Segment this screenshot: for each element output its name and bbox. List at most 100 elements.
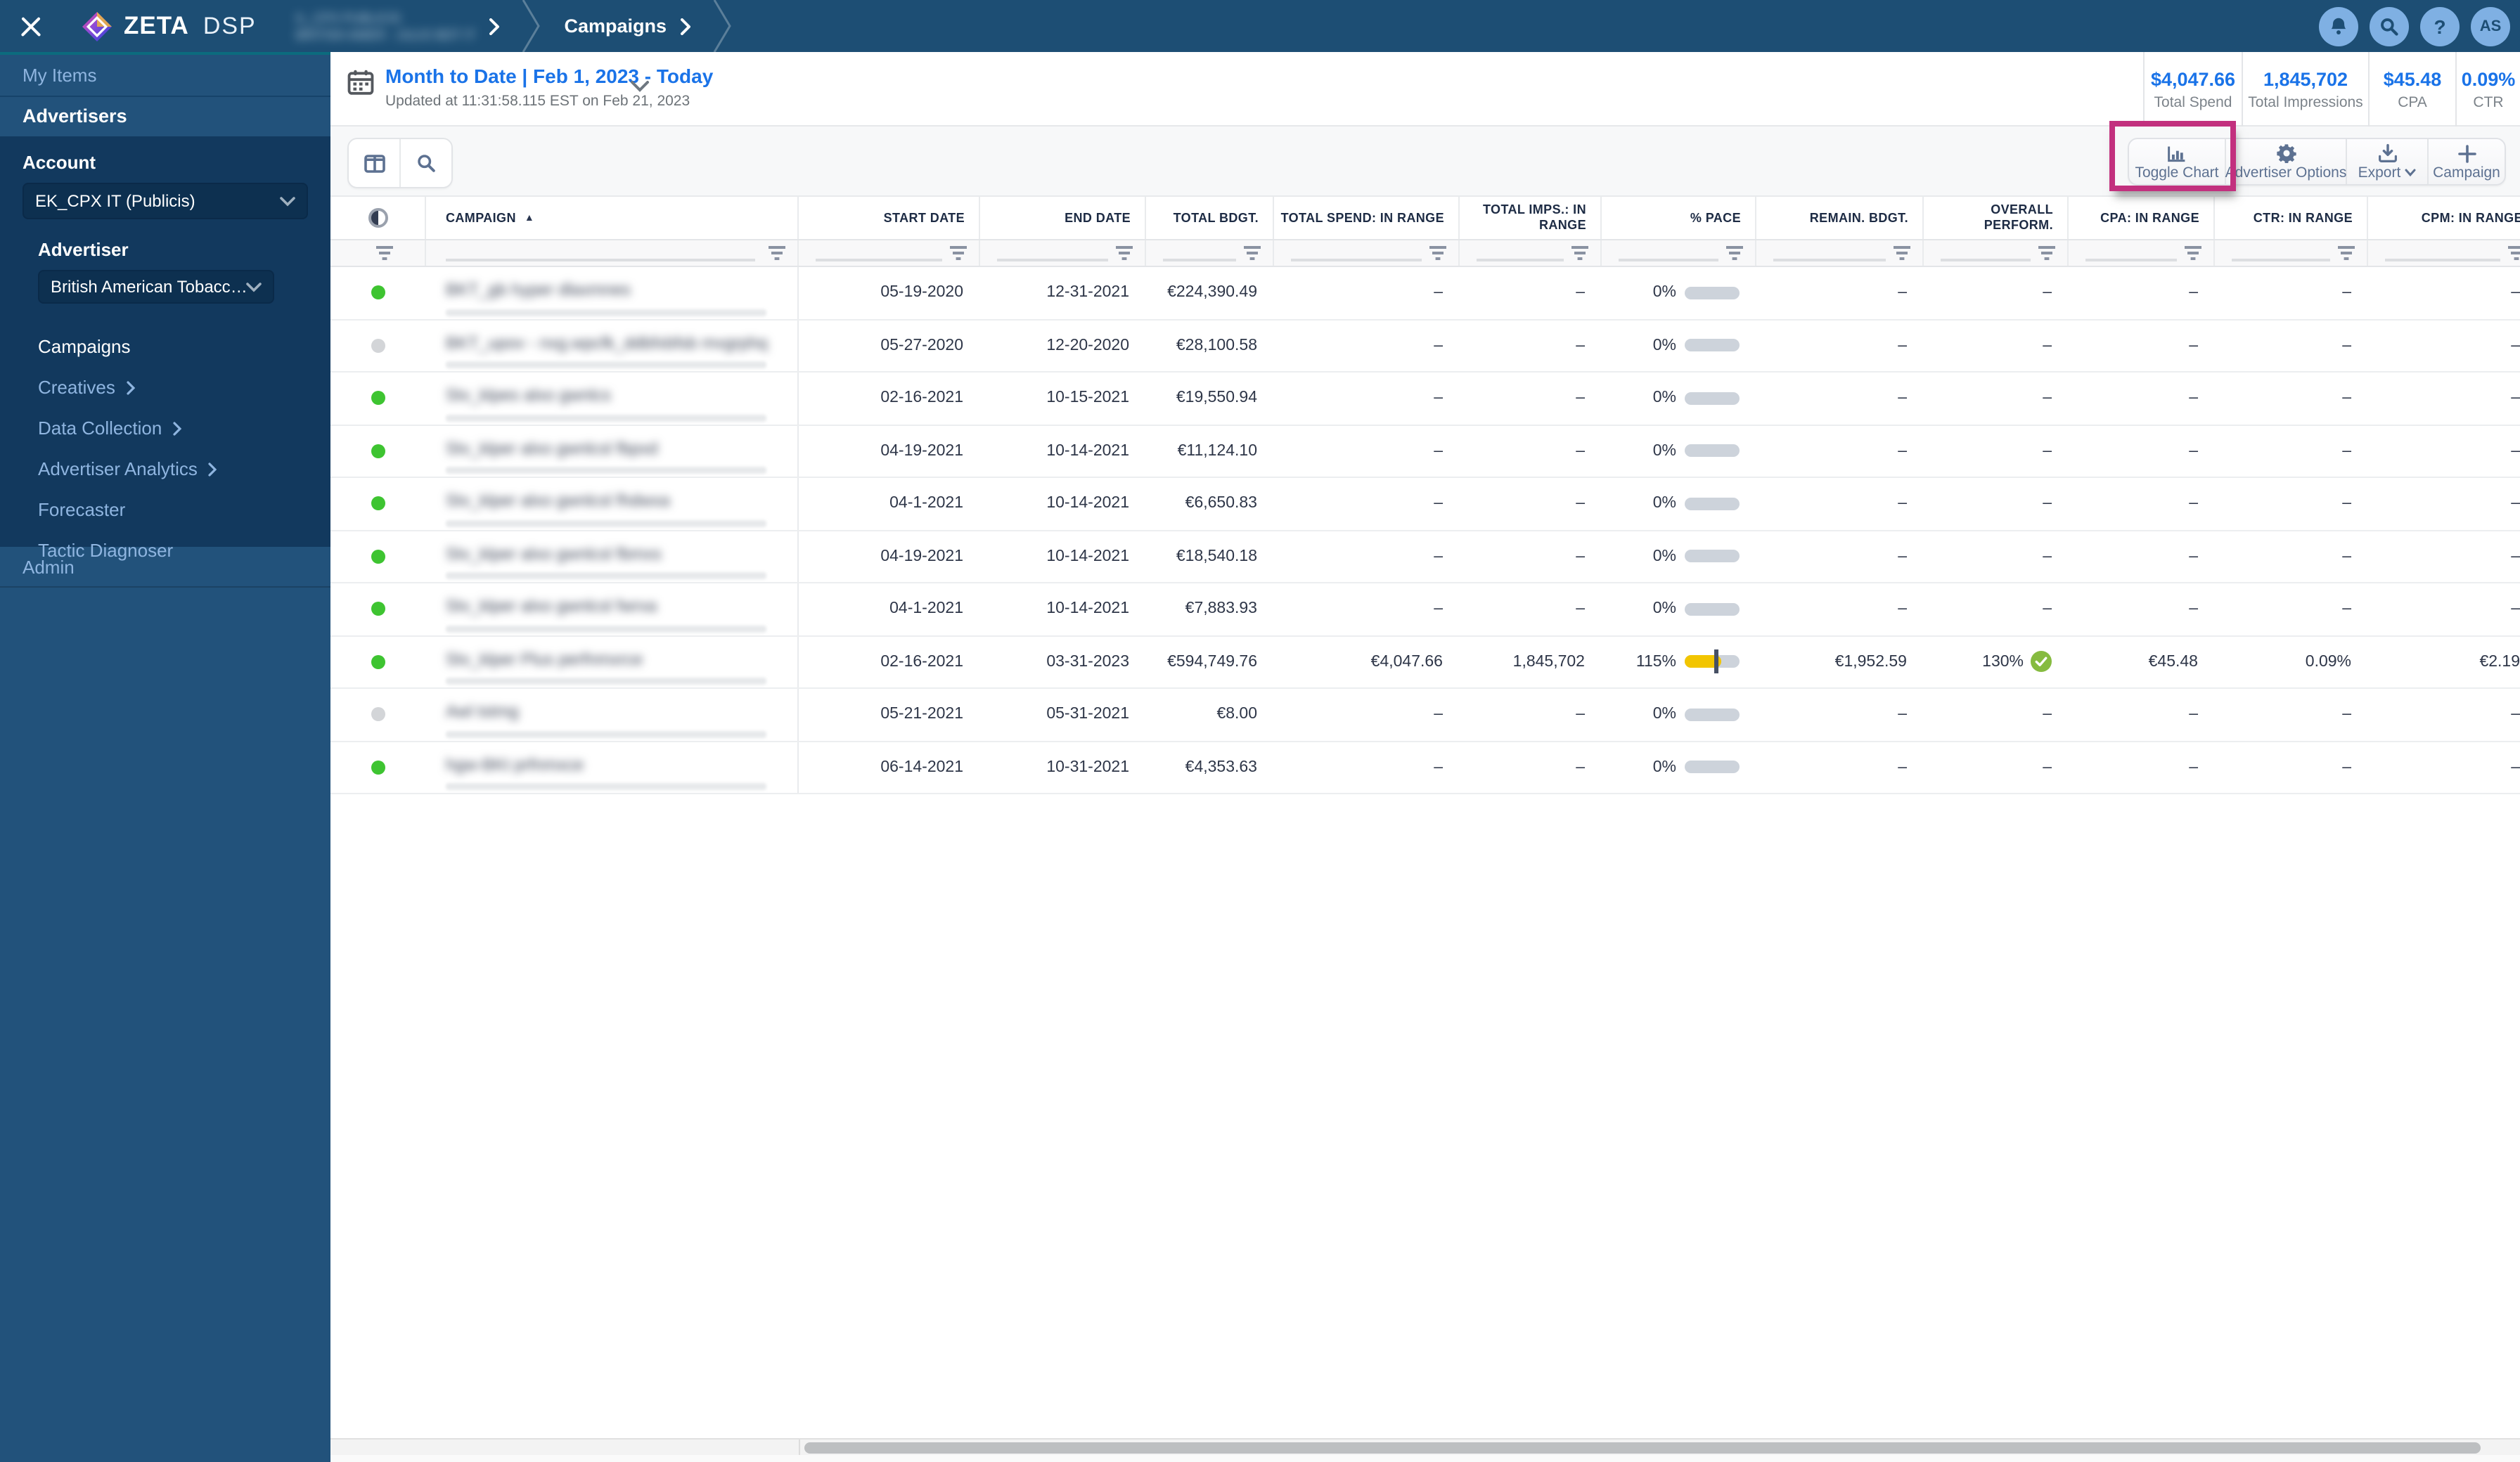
zeta-logo-icon[interactable] — [82, 11, 112, 41]
add-campaign-button[interactable]: Campaign — [2429, 139, 2505, 184]
table-row[interactable]: Stv_klper alxo gwnlcsl fhdwxa 04-1-2021 … — [330, 478, 2520, 531]
filter-cell[interactable] — [2215, 240, 2368, 266]
table-row[interactable]: Stv_klper Plus perfnmxrce 02-16-2021 03-… — [330, 636, 2520, 689]
filter-icon[interactable] — [768, 246, 786, 261]
filter-cell[interactable] — [2069, 240, 2215, 266]
notifications-bell-icon[interactable] — [2319, 6, 2358, 46]
filter-cell[interactable] — [799, 240, 980, 266]
account-select[interactable]: EK_CPX IT (Publicis) — [22, 183, 308, 219]
sidebar-item-advertiser-analytics[interactable]: Advertiser Analytics — [38, 448, 308, 489]
filter-icon[interactable] — [2038, 246, 2056, 261]
column-header-total-spend[interactable]: TOTAL SPEND: IN RANGE — [1274, 197, 1460, 239]
filter-icon[interactable] — [2184, 246, 2202, 261]
filter-cell[interactable] — [1274, 240, 1460, 266]
filter-icon[interactable] — [949, 246, 968, 261]
filter-cell[interactable] — [1460, 240, 1602, 266]
column-header-status[interactable] — [330, 197, 426, 239]
filter-icon[interactable] — [1725, 246, 1744, 261]
export-button[interactable]: Export — [2347, 139, 2429, 184]
breadcrumb-campaigns[interactable]: Campaigns — [564, 15, 667, 37]
sidebar-item-creatives[interactable]: Creatives — [38, 367, 308, 408]
date-range-link[interactable]: Month to Date | Feb 1, 2023 - Today — [385, 65, 714, 87]
filter-cell[interactable] — [1756, 240, 1924, 266]
campaign-name-link[interactable]: BKT_upov - nxg.wpcfk_ddbfxbfsb mvgrphq — [446, 332, 768, 353]
filter-input-underline[interactable] — [1773, 259, 1886, 261]
filter-input-underline[interactable] — [1477, 259, 1564, 261]
column-header-total-imps[interactable]: TOTAL IMPS.: IN RANGE — [1460, 197, 1602, 239]
campaign-name-link[interactable]: Stv_klper alxo gwnlcsl fbmxs — [446, 543, 662, 564]
column-header-overall-performance[interactable]: OVERALL PERFORM. — [1924, 197, 2069, 239]
filter-cell[interactable] — [1924, 240, 2069, 266]
table-row[interactable]: Awl tstmg 05-21-2021 05-31-2021 €8.00 – … — [330, 689, 2520, 742]
filter-input-underline[interactable] — [1163, 259, 1236, 261]
horizontal-scrollbar[interactable] — [330, 1438, 2520, 1455]
sidebar-item-my-items[interactable]: My Items — [0, 55, 330, 96]
filter-cell[interactable] — [1602, 240, 1756, 266]
filter-cell[interactable] — [2368, 240, 2520, 266]
filter-cell[interactable] — [426, 240, 799, 266]
close-icon[interactable] — [20, 15, 42, 37]
table-row[interactable]: hgw-BKt prfnmxce 06-14-2021 10-31-2021 €… — [330, 742, 2520, 794]
sidebar-item-advertisers[interactable]: Advertisers — [22, 105, 127, 127]
breadcrumb-redacted[interactable]: IL_CPX PUBLICIS BRITISH AMER - JULIO BDT… — [295, 11, 476, 41]
search-icon[interactable] — [401, 139, 451, 187]
sidebar-item-data-collection[interactable]: Data Collection — [38, 408, 308, 448]
filter-input-underline[interactable] — [2385, 259, 2500, 261]
scrollbar-thumb[interactable] — [804, 1442, 2481, 1454]
table-row[interactable]: Stv_klper alxo gwnlcsl fbmxs 04-19-2021 … — [330, 531, 2520, 583]
table-row[interactable]: BKT_gb hyper dlaxmnes 05-19-2020 12-31-2… — [330, 267, 2520, 320]
filter-input-underline[interactable] — [997, 259, 1108, 261]
chevron-down-icon[interactable] — [630, 80, 650, 93]
sidebar-item-admin[interactable]: Admin — [0, 547, 330, 588]
sidebar-item-tactic-diagnoser[interactable]: Tactic Diagnoser — [38, 540, 174, 561]
table-row[interactable]: Stv_klper alxo gwnlcsl fwrxa 04-1-2021 1… — [330, 583, 2520, 636]
campaign-name-link[interactable]: Awl tstmg — [446, 701, 519, 722]
filter-input-underline[interactable] — [816, 259, 942, 261]
filter-input-underline[interactable] — [1619, 259, 1718, 261]
filter-icon[interactable] — [375, 246, 394, 261]
column-header-end-date[interactable]: END DATE — [980, 197, 1146, 239]
search-icon[interactable] — [2370, 6, 2409, 46]
table-row[interactable]: Stv_klpes alxo gwnlcs 02-16-2021 10-15-2… — [330, 373, 2520, 425]
column-header-start-date[interactable]: START DATE — [799, 197, 980, 239]
filter-input-underline[interactable] — [446, 259, 755, 261]
sidebar-item-forecaster[interactable]: Forecaster — [38, 499, 126, 520]
campaign-name-link[interactable]: Stv_klper alxo gwnlcsl fwrxa — [446, 596, 657, 616]
column-header-campaign[interactable]: CAMPAIGN ▲ — [426, 197, 799, 239]
toggle-chart-button[interactable]: Toggle Chart — [2129, 139, 2226, 184]
filter-icon[interactable] — [1893, 246, 1911, 261]
column-header-ctr[interactable]: CTR: IN RANGE — [2215, 197, 2368, 239]
table-row[interactable]: BKT_upov - nxg.wpcfk_ddbfxbfsb mvgrphq 0… — [330, 320, 2520, 373]
filter-icon[interactable] — [1571, 246, 1589, 261]
filter-icon[interactable] — [2507, 246, 2520, 261]
column-header-pace[interactable]: % PACE — [1602, 197, 1756, 239]
help-icon[interactable]: ? — [2420, 6, 2460, 46]
filter-cell[interactable] — [1146, 240, 1274, 266]
campaign-name-link[interactable]: Stv_klper Plus perfnmxrce — [446, 649, 643, 669]
campaign-name-link[interactable]: hgw-BKt prfnmxce — [446, 754, 584, 775]
advertiser-options-button[interactable]: Advertiser Options — [2225, 139, 2347, 184]
campaign-name-link[interactable]: Stv_klper alxo gwnlcsl fbpxd — [446, 438, 658, 458]
chevron-right-icon[interactable] — [681, 18, 691, 34]
filter-icon[interactable] — [1243, 246, 1261, 261]
filter-cell[interactable] — [330, 240, 426, 266]
sidebar-item-campaigns[interactable]: Campaigns — [38, 336, 131, 357]
column-header-cpa[interactable]: CPA: IN RANGE — [2069, 197, 2215, 239]
filter-icon[interactable] — [1115, 246, 1133, 261]
advertiser-select[interactable]: British American Tobacco B... — [38, 270, 274, 304]
filter-icon[interactable] — [1429, 246, 1447, 261]
filter-input-underline[interactable] — [2085, 259, 2177, 261]
filter-input-underline[interactable] — [2232, 259, 2330, 261]
filter-input-underline[interactable] — [1291, 259, 1422, 261]
campaign-name-link[interactable]: Stv_klpes alxo gwnlcs — [446, 385, 611, 406]
campaign-name-link[interactable]: BKT_gb hyper dlaxmnes — [446, 280, 631, 300]
campaign-name-link[interactable]: Stv_klper alxo gwnlcsl fhdwxa — [446, 491, 670, 511]
column-header-cpm[interactable]: CPM: IN RANGE — [2421, 210, 2520, 224]
column-header-remaining-budget[interactable]: REMAIN. BDGT. — [1756, 197, 1924, 239]
column-header-total-budget[interactable]: TOTAL BDGT. — [1146, 197, 1274, 239]
avatar[interactable]: AS — [2471, 6, 2510, 46]
filter-cell[interactable] — [980, 240, 1146, 266]
filter-icon[interactable] — [2337, 246, 2355, 261]
table-row[interactable]: Stv_klper alxo gwnlcsl fbpxd 04-19-2021 … — [330, 425, 2520, 478]
filter-input-underline[interactable] — [1941, 259, 2031, 261]
